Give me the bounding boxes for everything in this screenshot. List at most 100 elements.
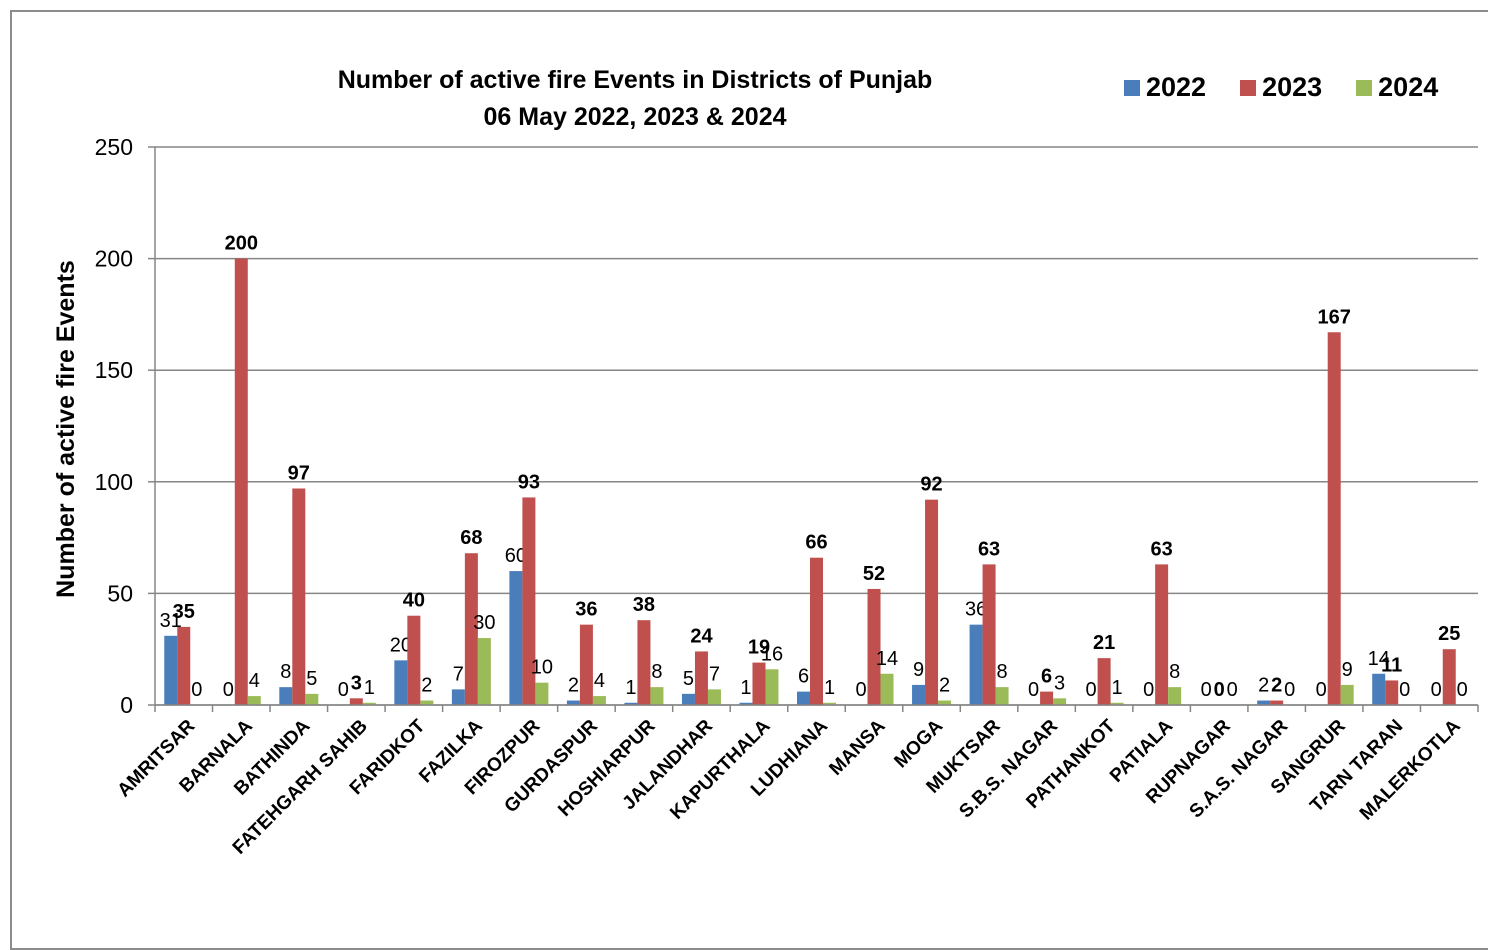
y-axis-title: Number of active fire Events [52, 260, 80, 598]
data-label-2022-5: 7 [453, 663, 464, 685]
y-tick-label-250: 250 [95, 134, 133, 160]
y-tick-label-50: 50 [107, 580, 133, 606]
data-label-2022-13: 9 [913, 659, 924, 681]
data-label-2023-20: 167 [1318, 306, 1351, 328]
data-label-2022-2: 8 [280, 661, 291, 683]
bar-2023-5 [464, 553, 478, 705]
legend-swatch-2022 [1124, 79, 1140, 96]
data-label-2024-15: 3 [1054, 672, 1065, 694]
data-label-2023-7: 36 [575, 599, 597, 621]
chart-legend: 2022 2023 2024 [1124, 72, 1472, 103]
bar-2024-17 [1168, 687, 1182, 705]
data-label-2024-22: 0 [1457, 679, 1468, 701]
legend-label-2022: 2022 [1146, 72, 1207, 102]
bar-2024-16 [1110, 702, 1124, 705]
data-label-2024-14: 8 [997, 661, 1008, 683]
data-label-2024-21: 0 [1399, 679, 1410, 701]
data-label-2023-17: 63 [1151, 538, 1173, 560]
data-label-2022-6: 60 [505, 545, 527, 567]
data-label-2024-18: 0 [1227, 679, 1238, 701]
data-label-2023-21: 11 [1381, 654, 1402, 676]
data-label-2022-16: 0 [1086, 679, 1097, 701]
bar-2024-9 [707, 689, 721, 705]
data-label-2024-9: 7 [709, 663, 720, 685]
data-label-2023-12: 52 [863, 563, 885, 585]
bar-2023-17 [1155, 564, 1169, 705]
legend-label-2023: 2023 [1262, 72, 1323, 102]
data-label-2022-1: 0 [223, 679, 234, 701]
bar-2024-6 [535, 682, 549, 705]
bar-2023-9 [694, 651, 708, 705]
data-label-2023-5: 68 [460, 527, 482, 549]
bar-2024-7 [592, 696, 606, 705]
bar-2024-8 [650, 687, 664, 705]
bar-2022-7 [566, 700, 580, 705]
bar-2023-12 [867, 588, 881, 705]
data-label-2022-11: 6 [798, 666, 809, 688]
bar-2023-13 [925, 499, 939, 705]
bar-2024-15 [1053, 698, 1067, 705]
bar-2022-0 [164, 635, 178, 705]
bar-2023-15 [1040, 691, 1054, 705]
data-label-2023-15: 6 [1041, 666, 1052, 688]
y-tick-label-150: 150 [95, 357, 133, 383]
data-label-2023-18: 0 [1214, 679, 1225, 701]
data-label-2022-7: 2 [568, 675, 579, 697]
data-label-2022-20: 0 [1316, 679, 1327, 701]
data-label-2023-4: 40 [403, 590, 425, 612]
data-label-2024-10: 16 [761, 643, 783, 665]
bar-2022-19 [1257, 700, 1271, 705]
bar-2023-1 [234, 258, 248, 705]
data-label-2024-3: 1 [364, 677, 375, 699]
data-label-2024-6: 10 [531, 657, 553, 679]
data-label-2022-19: 2 [1258, 675, 1269, 697]
bar-2023-3 [349, 698, 363, 705]
x-tick-label-13: MOGA [890, 715, 947, 772]
bar-2024-13 [938, 700, 952, 705]
x-tick-label-15: S.B.S. NAGAR [955, 715, 1062, 822]
bar-2022-13 [912, 684, 926, 705]
data-label-2024-0: 0 [191, 679, 202, 701]
data-label-2022-10: 1 [740, 677, 751, 699]
bar-2023-21 [1385, 680, 1399, 705]
legend-item-2022: 2022 [1124, 72, 1206, 103]
data-label-2023-10: 19 [748, 637, 770, 659]
bar-2022-5 [451, 689, 465, 705]
bar-2022-21 [1372, 673, 1386, 705]
data-label-2023-0: 35 [173, 601, 195, 623]
data-label-2022-9: 5 [683, 668, 694, 690]
bar-2022-4 [394, 660, 408, 705]
data-label-2022-4: 20 [390, 634, 412, 656]
data-label-2024-1: 4 [249, 670, 260, 692]
data-label-2022-21: 14 [1368, 648, 1390, 670]
chart-subtitle: 06 May 2022, 2023 & 2024 [483, 103, 787, 131]
bar-2023-8 [637, 620, 651, 705]
bar-2023-19 [1270, 700, 1284, 705]
data-label-2024-17: 8 [1169, 661, 1180, 683]
bar-2022-6 [509, 571, 523, 705]
bar-2022-8 [624, 702, 638, 705]
bar-2023-22 [1442, 649, 1456, 705]
bar-2024-10 [765, 669, 779, 705]
chart-title: Number of active fire Events in District… [337, 66, 933, 94]
legend-item-2023: 2023 [1240, 72, 1322, 103]
chart-title-block: Number of active fire Events in District… [300, 62, 970, 136]
data-label-2024-16: 1 [1112, 677, 1123, 699]
legend-swatch-2024 [1356, 79, 1373, 96]
bar-2023-4 [407, 615, 421, 705]
y-tick-label-200: 200 [95, 246, 133, 272]
data-label-2023-13: 92 [920, 474, 942, 496]
data-label-2024-12: 14 [876, 648, 898, 670]
bar-2023-10 [752, 662, 766, 705]
data-label-2023-19: 2 [1271, 675, 1282, 697]
data-label-2024-5: 30 [473, 612, 495, 634]
bar-2022-11 [797, 691, 810, 705]
bar-2024-20 [1340, 684, 1354, 705]
data-label-2024-8: 8 [651, 661, 662, 683]
bar-2024-11 [823, 702, 836, 705]
data-label-2023-1: 200 [225, 233, 258, 255]
x-tick-label-19: S.A.S. NAGAR [1186, 715, 1293, 822]
data-label-2023-2: 97 [288, 462, 310, 484]
bar-2022-2 [279, 687, 293, 705]
